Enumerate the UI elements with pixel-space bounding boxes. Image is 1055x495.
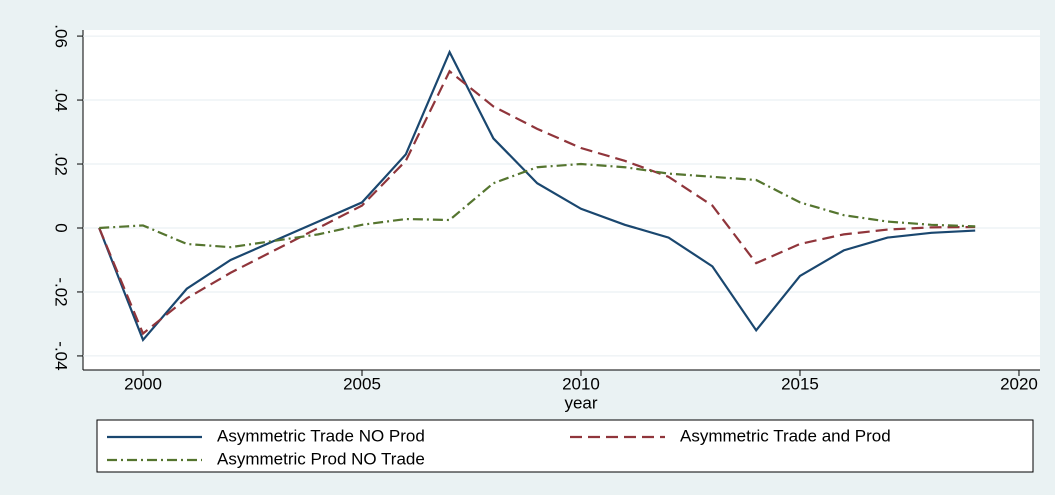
y-tick-label: .04: [52, 88, 71, 112]
legend-label: Asymmetric Prod NO Trade: [217, 449, 425, 468]
y-tick-label: 0: [52, 223, 71, 232]
legend: [96, 419, 1034, 473]
series-line: [98, 49, 976, 343]
x-tick-label: 2010: [562, 374, 600, 393]
legend-label: Asymmetric Trade and Prod: [680, 426, 891, 445]
y-tick-label: .06: [52, 24, 71, 48]
series-line: [98, 69, 976, 336]
plot-area: [83, 30, 1040, 370]
series-line: [99, 162, 976, 249]
y-tick-label: -.02: [52, 277, 71, 306]
x-tick-label: 2005: [343, 374, 381, 393]
legend-label: Asymmetric Trade NO Prod: [217, 426, 425, 445]
y-tick-label: -.04: [52, 341, 71, 370]
y-tick-label: .02: [52, 152, 71, 176]
x-tick-label: 2020: [1000, 374, 1038, 393]
x-tick-label: 2000: [124, 374, 162, 393]
x-tick-label: 2015: [781, 374, 819, 393]
x-axis-label: year: [564, 393, 597, 412]
